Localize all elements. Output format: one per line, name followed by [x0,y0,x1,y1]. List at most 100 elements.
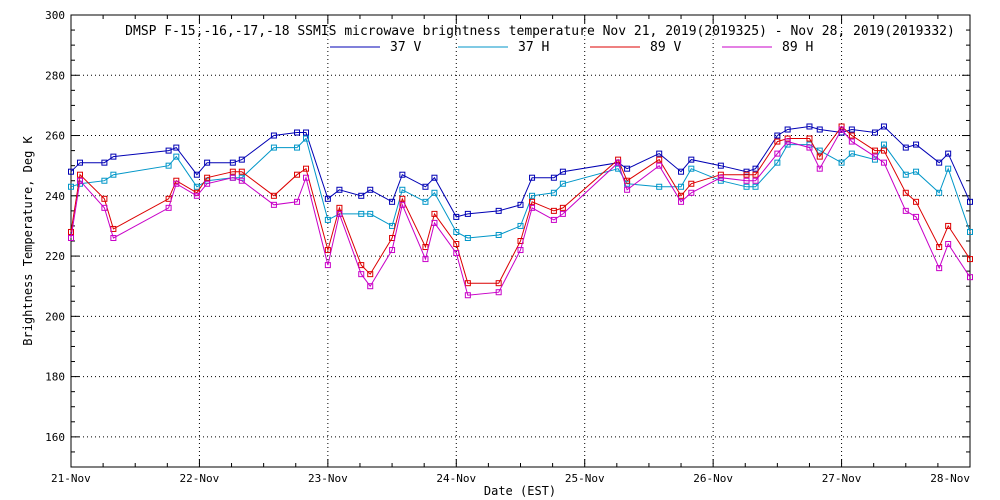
series-line-89-h [70,128,971,296]
data-point-89-h [752,177,759,184]
data-point-37-v [431,174,438,181]
data-point-37-v [358,192,365,199]
data-point-89-v [399,195,406,202]
data-point-37-h [173,153,180,160]
data-point-89-v [422,244,429,251]
data-point-37-v [389,198,396,205]
data-point-37-v [76,159,83,166]
x-tick-label: 27-Nov [822,472,862,485]
data-point-37-v [848,126,855,133]
data-point-37-v [294,129,301,136]
y-tick-label: 260 [45,130,65,143]
legend-label: 37 H [518,40,549,55]
data-point-89-v [336,204,343,211]
data-point-89-h [967,274,973,281]
axis-ticks: 160 180 200 220 240 260 280 300 21-Nov 22-Nov 23-N… [45,9,971,485]
data-point-37-v [229,159,236,166]
data-point-89-h [678,198,685,205]
data-point-37-v [367,186,374,193]
data-point-89-h [615,159,622,166]
data-point-89-h [871,153,878,160]
data-point-37-h [945,165,952,172]
data-point-89-v [529,198,536,205]
y-tick-label: 180 [45,371,65,384]
data-point-89-v [848,132,855,139]
y-tick-label: 280 [45,69,65,82]
legend-label: 37 V [390,40,421,55]
data-point-89-h [336,210,343,217]
data-point-37-v [464,210,471,217]
data-point-89-v [816,153,823,160]
legend-label: 89 V [650,40,681,55]
data-point-37-h [752,183,759,190]
data-point-89-h [784,138,791,145]
data-point-37-v [559,168,566,175]
data-point-89-h [880,159,887,166]
data-point-37-v [656,150,663,157]
data-point-89-v [752,171,759,178]
data-point-89-v [656,156,663,163]
data-point-37-v [752,165,759,172]
data-point-89-h [806,144,813,151]
data-point-37-v [336,186,343,193]
data-point-37-h [816,147,823,154]
legend-item-89-v: 89 V [590,40,681,55]
data-point-89-v [76,171,83,178]
grid [71,15,970,467]
x-tick-label: 28-Nov [930,472,970,485]
data-point-89-v [871,147,878,154]
data-point-89-h [294,198,301,205]
data-point-37-h [193,183,200,190]
data-point-37-h [688,165,695,172]
legend-item-89-h: 89 H [722,40,813,55]
data-point-89-v [880,147,887,154]
data-point-37-v [529,174,536,181]
data-point-89-v [936,244,943,251]
data-point-89-v [204,174,211,181]
data-point-37-h [743,183,750,190]
data-point-89-h [529,204,536,211]
data-point-37-h [303,135,310,142]
data-point-89-h [193,192,200,199]
data-point-37-h [358,210,365,217]
data-point-89-h [688,189,695,196]
data-point-89-h [550,216,557,223]
series-89-h [68,126,973,299]
data-point-37-v [238,156,245,163]
data-point-37-v [422,183,429,190]
data-point-89-h [717,174,724,181]
data-point-89-v [495,280,502,287]
data-point-89-v [945,222,952,229]
data-point-89-h [453,250,460,257]
data-point-89-h [431,219,438,226]
data-point-89-h [389,247,396,254]
data-point-37-v [624,165,631,172]
x-tick-label: 24-Nov [436,472,476,485]
data-point-89-h [399,201,406,208]
data-point-37-h [656,183,663,190]
data-point-89-h [367,283,374,290]
data-point-37-v [173,144,180,151]
data-point-89-v [913,198,920,205]
data-point-37-v [517,201,524,208]
data-point-89-h [76,177,83,184]
data-point-89-h [743,177,750,184]
data-point-89-h [774,150,781,157]
data-point-89-v [550,207,557,214]
data-point-89-h [101,204,108,211]
data-point-37-h [517,222,524,229]
data-point-37-v [945,150,952,157]
x-axis-label: Date (EST) [484,484,556,498]
data-point-37-v [324,195,331,202]
data-point-89-h [559,210,566,217]
data-point-37-h [774,159,781,166]
series-89-v [68,123,973,287]
data-point-89-v [806,135,813,142]
x-tick-label: 26-Nov [693,472,733,485]
data-point-37-h [838,159,845,166]
data-point-37-v [743,168,750,175]
data-point-37-v [270,132,277,139]
data-point-89-h [204,180,211,187]
data-point-89-h [324,262,331,269]
